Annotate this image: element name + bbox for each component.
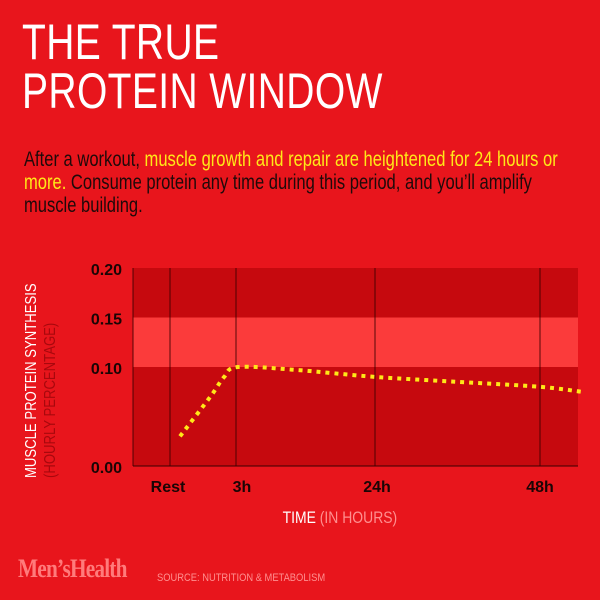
x-axis-unit: (IN HOURS)	[319, 508, 398, 527]
chart-band-3	[133, 367, 578, 466]
brand-logo: Men’sHealth	[18, 554, 127, 583]
y-tick-label: 0.00	[91, 460, 122, 477]
y-tick-label: 0.10	[91, 361, 122, 378]
page-title: THE TRUE PROTEIN WINDOW	[22, 14, 383, 119]
title-line-2: PROTEIN WINDOW	[22, 63, 383, 119]
x-tick-label: 48h	[526, 479, 554, 496]
chart-svg: 0.20 0.15 0.10 0.00 Rest 3h 24h 48h	[91, 262, 582, 496]
source-credit: SOURCE: NUTRITION & METABOLISM	[157, 572, 326, 584]
x-axis-label: TIME (IN HOURS)	[0, 508, 600, 528]
intro-before: After a workout,	[24, 147, 145, 171]
y-tick-label: 0.20	[91, 262, 122, 279]
x-tick-label: 24h	[363, 479, 391, 496]
intro-highlight: muscle growth and repair are heightened …	[24, 147, 558, 194]
chart-band-1	[133, 268, 578, 318]
intro-after: Consume protein any time during this per…	[24, 170, 532, 217]
intro-text: After a workout, muscle growth and repai…	[24, 148, 578, 217]
series-line-1	[178, 364, 582, 438]
x-axis-title: TIME	[282, 508, 316, 527]
x-tick-label: 3h	[233, 479, 252, 496]
y-tick-label: 0.15	[91, 312, 122, 329]
chart: 0.20 0.15 0.10 0.00 Rest 3h 24h 48h	[0, 240, 600, 540]
title-line-1: THE TRUE	[22, 14, 220, 70]
chart-band-2	[133, 317, 578, 367]
x-tick-label: Rest	[151, 479, 186, 496]
